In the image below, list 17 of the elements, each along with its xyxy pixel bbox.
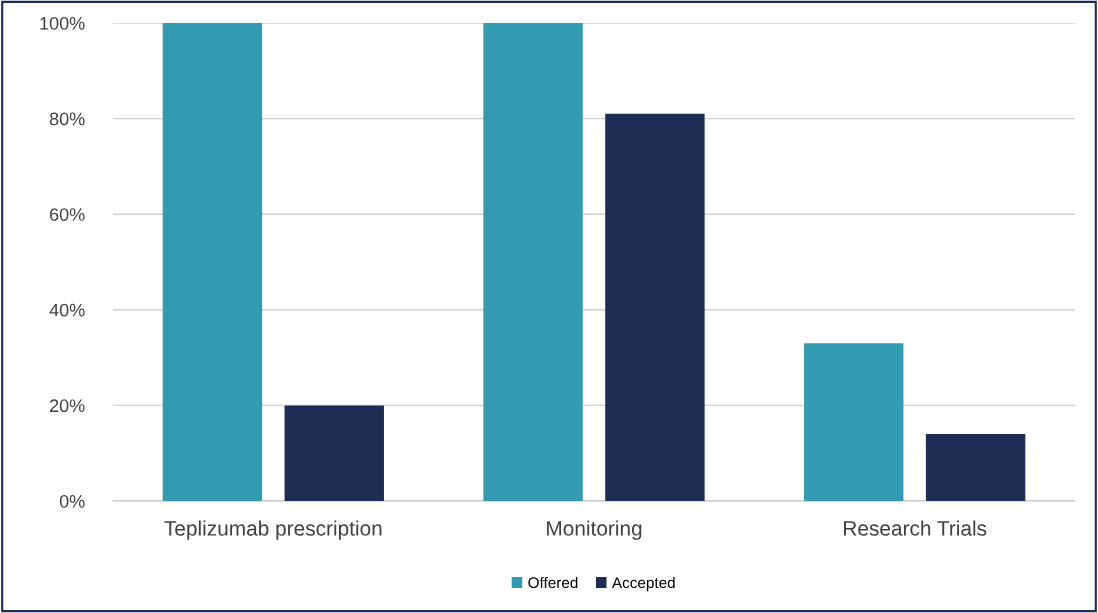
- legend-label: Offered: [528, 576, 578, 589]
- y-tick-label: 20%: [49, 399, 85, 413]
- bar: [483, 23, 583, 501]
- y-tick-label: 100%: [40, 16, 85, 30]
- x-tick-label: Research Trials: [844, 520, 987, 536]
- y-tick-label: 0%: [59, 494, 85, 508]
- bar: [804, 343, 904, 501]
- y-tick-label: 80%: [49, 112, 85, 126]
- y-tick-label: 40%: [49, 303, 85, 317]
- bar: [605, 113, 705, 501]
- bar: [925, 434, 1026, 501]
- legend-label: Accepted: [611, 576, 675, 592]
- x-tick-label: Teplizumab prescription: [164, 520, 382, 540]
- bar: [284, 405, 384, 501]
- y-tick-label: 60%: [50, 208, 85, 221]
- x-tick-label: Monitoring: [547, 520, 642, 540]
- bar: [162, 23, 263, 501]
